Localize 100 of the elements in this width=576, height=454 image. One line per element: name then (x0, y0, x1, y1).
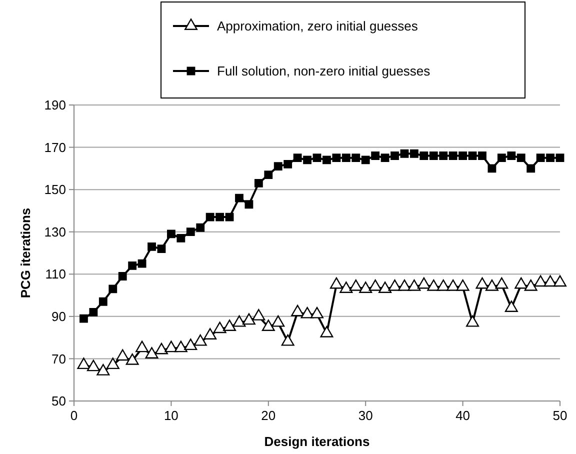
x-tick-label: 40 (456, 408, 470, 423)
point (89, 308, 98, 316)
point (77, 358, 90, 370)
x-axis-title: Design iterations (264, 434, 370, 449)
point (476, 277, 489, 289)
point (488, 164, 496, 173)
y-tick-label: 50 (52, 394, 66, 409)
point (80, 314, 88, 323)
point (352, 154, 360, 162)
point (118, 272, 127, 280)
point (204, 328, 217, 340)
x-tick-label: 10 (164, 408, 178, 423)
point (157, 244, 166, 253)
point (303, 156, 312, 164)
point (145, 347, 158, 358)
point (96, 364, 110, 376)
point (281, 334, 294, 346)
point (378, 282, 392, 293)
point (138, 259, 146, 268)
point (262, 320, 275, 331)
point (446, 279, 460, 291)
point (554, 275, 566, 287)
point (126, 353, 139, 365)
point (388, 279, 402, 291)
point (544, 275, 557, 287)
point (166, 230, 176, 238)
y-tick-label: 110 (45, 266, 66, 282)
point (136, 340, 149, 352)
point (98, 297, 108, 306)
point (448, 152, 458, 160)
point (216, 212, 224, 222)
point (526, 164, 536, 173)
point (225, 212, 234, 222)
point (284, 160, 292, 168)
point (371, 152, 380, 160)
point (213, 322, 226, 334)
y-tick-label: 170 (44, 140, 66, 155)
point (340, 282, 353, 293)
point (154, 342, 168, 354)
point (417, 277, 430, 289)
point (106, 358, 120, 370)
point (232, 315, 246, 327)
point (196, 223, 205, 232)
point (242, 313, 256, 325)
point (264, 170, 273, 179)
point (546, 154, 554, 162)
point (310, 306, 324, 318)
point (244, 200, 254, 209)
point (194, 334, 207, 346)
y-tick-label: 90 (52, 308, 66, 324)
point (108, 284, 118, 294)
point (507, 152, 516, 160)
point (223, 320, 236, 331)
point (206, 212, 214, 222)
point (176, 234, 186, 242)
point (478, 152, 486, 160)
point (466, 315, 480, 327)
x-tick-label: 50 (552, 408, 568, 423)
y-tick-label: 70 (52, 351, 66, 366)
point (516, 154, 526, 162)
point (361, 156, 370, 164)
point (359, 282, 372, 293)
point (427, 279, 440, 291)
point (436, 279, 450, 291)
point (429, 152, 438, 160)
point (254, 179, 263, 188)
point (300, 306, 314, 318)
point (556, 154, 564, 162)
point (272, 315, 285, 327)
point (252, 309, 266, 320)
point (400, 149, 409, 158)
y-tick-label: 130 (44, 224, 66, 240)
point (468, 152, 477, 160)
point (485, 279, 498, 291)
point (342, 154, 350, 162)
point (368, 279, 382, 291)
point (184, 338, 198, 350)
point (456, 279, 470, 291)
point (186, 228, 195, 236)
point (293, 154, 302, 162)
point (148, 242, 156, 251)
point (330, 277, 343, 289)
point (116, 349, 130, 361)
point (398, 279, 411, 291)
point (514, 277, 528, 289)
x-tick-label: 0 (70, 408, 78, 423)
point (235, 194, 244, 202)
point (410, 149, 418, 158)
point (164, 340, 178, 352)
legend-label: Approximation, zero initial guesses (217, 18, 418, 34)
point (380, 154, 390, 162)
point (274, 162, 282, 171)
point (322, 156, 331, 164)
point (458, 152, 468, 160)
point (332, 154, 341, 162)
point (128, 261, 137, 270)
point (408, 279, 421, 291)
point (439, 152, 448, 160)
point (497, 154, 506, 162)
point (390, 152, 399, 160)
